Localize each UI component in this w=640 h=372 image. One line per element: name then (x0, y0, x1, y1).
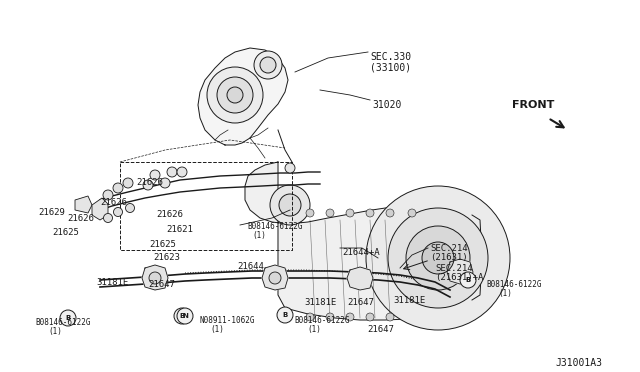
Text: J31001A3: J31001A3 (555, 358, 602, 368)
Text: 21623: 21623 (153, 253, 180, 262)
Circle shape (460, 272, 476, 288)
Text: B08146-6122G: B08146-6122G (486, 280, 541, 289)
Circle shape (177, 308, 193, 324)
Text: 21626: 21626 (67, 214, 94, 223)
Text: N: N (182, 313, 188, 319)
Text: (1): (1) (498, 289, 512, 298)
Circle shape (149, 272, 161, 284)
Text: 21629: 21629 (38, 208, 65, 217)
Circle shape (103, 190, 113, 200)
Text: SEC.214: SEC.214 (435, 264, 472, 273)
Circle shape (217, 77, 253, 113)
Text: (1): (1) (48, 327, 62, 336)
Circle shape (326, 209, 334, 217)
Circle shape (277, 307, 293, 323)
Text: B08146-6122G: B08146-6122G (294, 316, 349, 325)
Circle shape (207, 67, 263, 123)
Text: (1): (1) (252, 231, 266, 240)
Circle shape (150, 170, 160, 180)
Text: 21644: 21644 (237, 262, 264, 271)
Text: (21631)+A: (21631)+A (435, 273, 483, 282)
Text: 21647: 21647 (367, 325, 394, 334)
Text: 21621: 21621 (166, 225, 193, 234)
Text: B: B (65, 315, 70, 321)
Polygon shape (142, 265, 168, 290)
Text: 21626: 21626 (136, 178, 163, 187)
Circle shape (326, 313, 334, 321)
Polygon shape (262, 265, 288, 290)
Circle shape (269, 272, 281, 284)
Circle shape (366, 186, 510, 330)
Text: 31181E: 31181E (304, 298, 336, 307)
Circle shape (125, 203, 134, 212)
Circle shape (279, 194, 301, 216)
Circle shape (306, 209, 314, 217)
Text: 21625: 21625 (52, 228, 79, 237)
Circle shape (177, 167, 187, 177)
Polygon shape (447, 259, 473, 284)
Circle shape (285, 163, 295, 173)
Circle shape (160, 178, 170, 188)
Circle shape (346, 209, 354, 217)
Text: 21626: 21626 (156, 210, 183, 219)
Text: (33100): (33100) (370, 62, 411, 72)
Text: 31181E: 31181E (393, 296, 425, 305)
Circle shape (60, 310, 76, 326)
Circle shape (254, 51, 282, 79)
Text: (1): (1) (307, 325, 321, 334)
Text: B: B (282, 312, 287, 318)
Text: (21631): (21631) (430, 253, 468, 262)
Circle shape (113, 183, 123, 193)
Circle shape (113, 208, 122, 217)
Text: (1): (1) (210, 325, 224, 334)
Text: B: B (465, 277, 470, 283)
Circle shape (366, 313, 374, 321)
Circle shape (260, 57, 276, 73)
Text: FRONT: FRONT (512, 100, 554, 110)
Polygon shape (92, 198, 108, 220)
Text: N08911-1062G: N08911-1062G (200, 316, 255, 325)
Text: B08146-6122G: B08146-6122G (247, 222, 303, 231)
Circle shape (167, 167, 177, 177)
Circle shape (346, 313, 354, 321)
Circle shape (408, 209, 416, 217)
Text: 21647: 21647 (148, 280, 175, 289)
Text: 21644+A: 21644+A (342, 248, 380, 257)
Circle shape (104, 214, 113, 222)
Text: 21626: 21626 (100, 198, 127, 207)
Circle shape (386, 209, 394, 217)
Text: 31181E: 31181E (96, 278, 128, 287)
Text: SEC.214: SEC.214 (430, 244, 468, 253)
Polygon shape (245, 162, 474, 320)
Circle shape (422, 242, 454, 274)
Circle shape (270, 185, 310, 225)
Circle shape (123, 178, 133, 188)
Text: 21647: 21647 (347, 298, 374, 307)
Text: B: B (179, 313, 184, 319)
Polygon shape (198, 48, 288, 145)
Circle shape (143, 180, 153, 190)
Text: 21625: 21625 (149, 240, 176, 249)
Circle shape (386, 313, 394, 321)
Circle shape (306, 313, 314, 321)
Polygon shape (75, 196, 92, 213)
Text: SEC.330: SEC.330 (370, 52, 411, 62)
Polygon shape (347, 267, 373, 290)
Circle shape (227, 87, 243, 103)
Text: 31020: 31020 (372, 100, 401, 110)
Circle shape (388, 208, 488, 308)
Circle shape (174, 308, 190, 324)
Text: B08146-6122G: B08146-6122G (35, 318, 90, 327)
Circle shape (366, 209, 374, 217)
Circle shape (406, 226, 470, 290)
